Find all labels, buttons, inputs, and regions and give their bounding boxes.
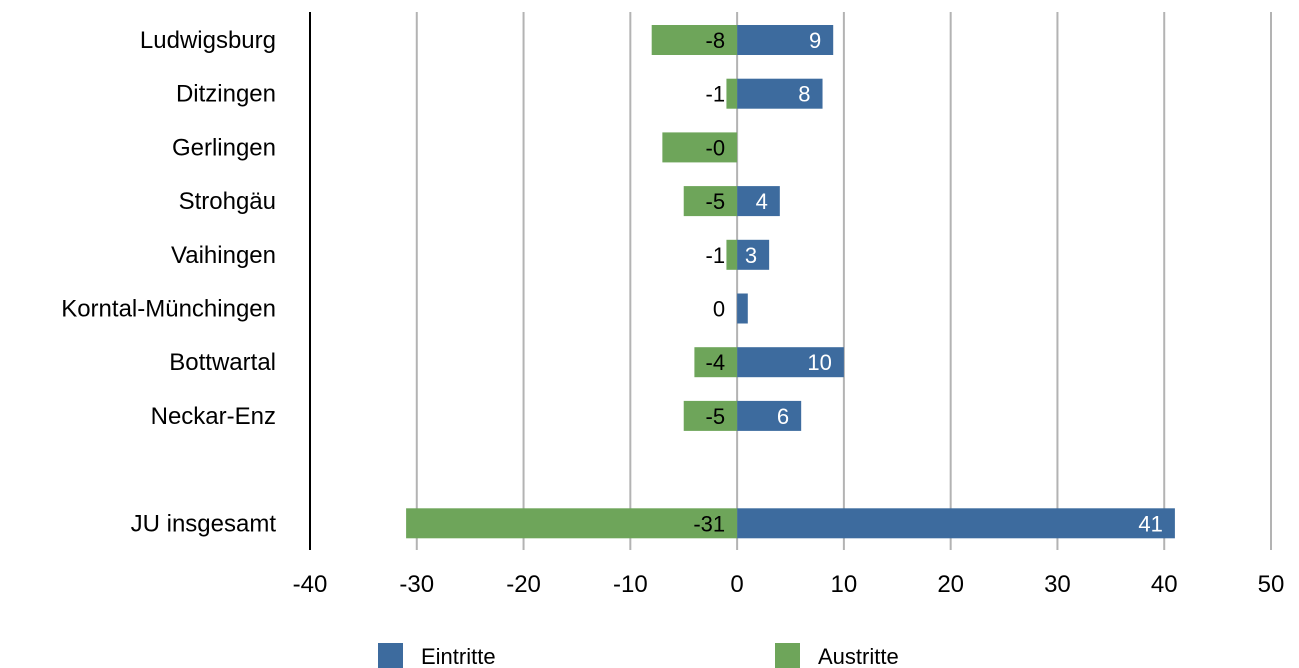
x-tick-label: 30 — [1044, 571, 1071, 598]
category-label: Strohgäu — [179, 188, 276, 215]
grid-lines — [415, 12, 1272, 550]
bar-austritte — [726, 78, 738, 109]
data-label: 3 — [745, 243, 757, 268]
bar-austritte — [683, 186, 738, 217]
bar-eintritte — [737, 239, 770, 270]
legend: Eintritte Austritte — [378, 643, 899, 668]
bar-eintritte — [737, 78, 823, 109]
data-label: -31 — [693, 511, 725, 536]
legend-label: Austritte — [818, 644, 899, 668]
legend-swatch — [378, 643, 403, 668]
bar-austritte — [694, 347, 738, 378]
bar-eintritte — [737, 508, 1175, 539]
data-label: 41 — [1138, 511, 1162, 536]
data-label: 0 — [713, 297, 725, 322]
data-label: 6 — [777, 404, 789, 429]
data-label: -1 — [706, 82, 726, 107]
category-label: Ditzingen — [176, 81, 276, 108]
x-tick-label: -10 — [613, 571, 648, 598]
category-label: Ludwigsburg — [140, 27, 276, 54]
bar-austritte — [651, 25, 738, 55]
category-label: Neckar-Enz — [151, 403, 276, 430]
x-tick-label: 40 — [1151, 571, 1178, 598]
data-label: 10 — [807, 350, 831, 375]
category-label: JU insgesamt — [131, 510, 277, 537]
x-tick-label: -30 — [399, 571, 434, 598]
legend-swatch — [775, 643, 800, 668]
category-label: Vaihingen — [171, 242, 276, 269]
x-tick-label: 50 — [1258, 571, 1285, 598]
bar-austritte — [683, 400, 738, 431]
bar-eintritte — [737, 186, 780, 217]
x-tick-label: 20 — [937, 571, 964, 598]
bars — [406, 25, 1175, 539]
x-tick-label: 0 — [730, 571, 743, 598]
category-label: Korntal-Münchingen — [61, 296, 276, 323]
category-label: Bottwartal — [169, 349, 276, 376]
bar-eintritte — [737, 293, 748, 324]
x-tick-label: -20 — [506, 571, 541, 598]
bar-austritte — [726, 239, 738, 270]
x-tick-label: -40 — [293, 571, 328, 598]
bar-eintritte — [737, 25, 834, 55]
data-label: -5 — [706, 189, 726, 214]
data-label: -1 — [706, 243, 726, 268]
data-label: -0 — [706, 135, 726, 160]
data-label: -8 — [706, 28, 726, 53]
category-labels: Ludwigsburg Ditzingen Gerlingen Strohgäu Vai… — [61, 27, 276, 537]
data-label: 4 — [756, 189, 768, 214]
x-axis-tick-labels: -40 -30 -20 -10 0 10 20 30 40 50 — [293, 571, 1285, 598]
bar-austritte — [406, 508, 738, 539]
bar-eintritte — [737, 347, 844, 378]
bar-eintritte — [737, 400, 802, 431]
data-label: -5 — [706, 404, 726, 429]
data-labels: 9 -8 8 -1 -0 4 -5 3 -1 0 10 -4 6 -5 41 -31 — [693, 28, 1163, 536]
data-label: 8 — [798, 82, 810, 107]
bar-austritte — [662, 132, 738, 163]
x-tick-label: 10 — [831, 571, 858, 598]
data-label: 9 — [809, 28, 821, 53]
data-label: -4 — [706, 350, 726, 375]
legend-label: Eintritte — [421, 644, 496, 668]
category-label: Gerlingen — [172, 134, 276, 161]
